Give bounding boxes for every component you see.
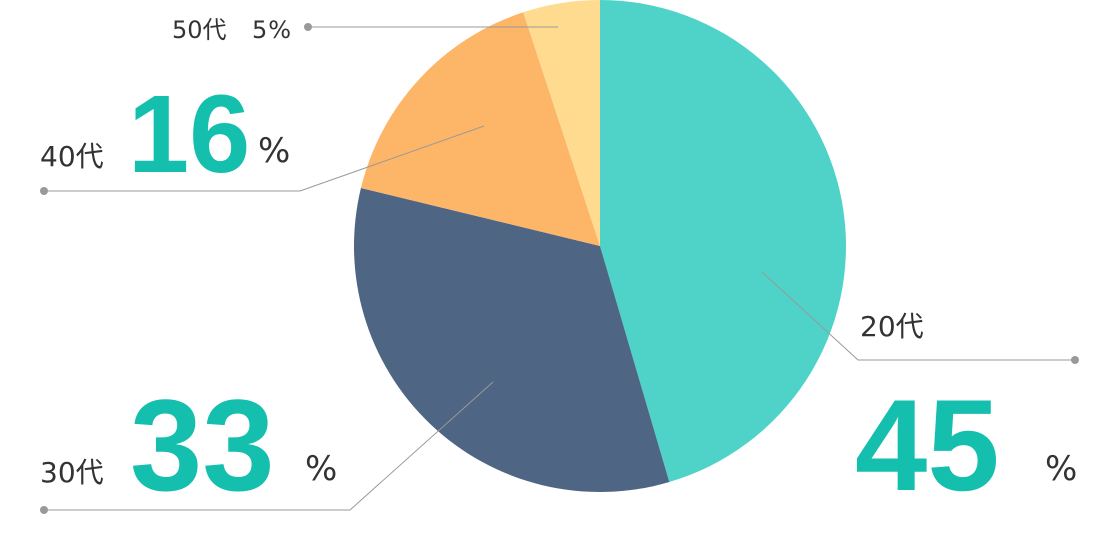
category-label: 50代	[172, 16, 227, 44]
unit-label: %	[305, 449, 337, 489]
pie-slice	[523, 0, 600, 246]
pie-slice	[353, 188, 670, 492]
value-label: 45	[855, 372, 1000, 518]
leader-dot	[1071, 356, 1079, 364]
category-label: 30代	[40, 456, 104, 489]
pie-slice	[600, 0, 846, 483]
leader-line	[761, 271, 1075, 361]
value-label: 33	[130, 372, 275, 518]
category-label: 40代	[40, 140, 104, 173]
unit-label: %	[258, 131, 290, 171]
category-label: 20代	[860, 310, 924, 343]
unit-label: %	[1045, 449, 1077, 489]
value-label: 5	[252, 16, 267, 44]
leader-dot	[40, 506, 48, 514]
pie-slice	[360, 12, 600, 247]
value-label: 16	[128, 73, 250, 196]
leader-line	[44, 381, 494, 511]
unit-label: %	[268, 16, 291, 44]
leader-dot	[304, 23, 312, 31]
leader-dot	[40, 187, 48, 195]
leader-line	[44, 125, 485, 192]
